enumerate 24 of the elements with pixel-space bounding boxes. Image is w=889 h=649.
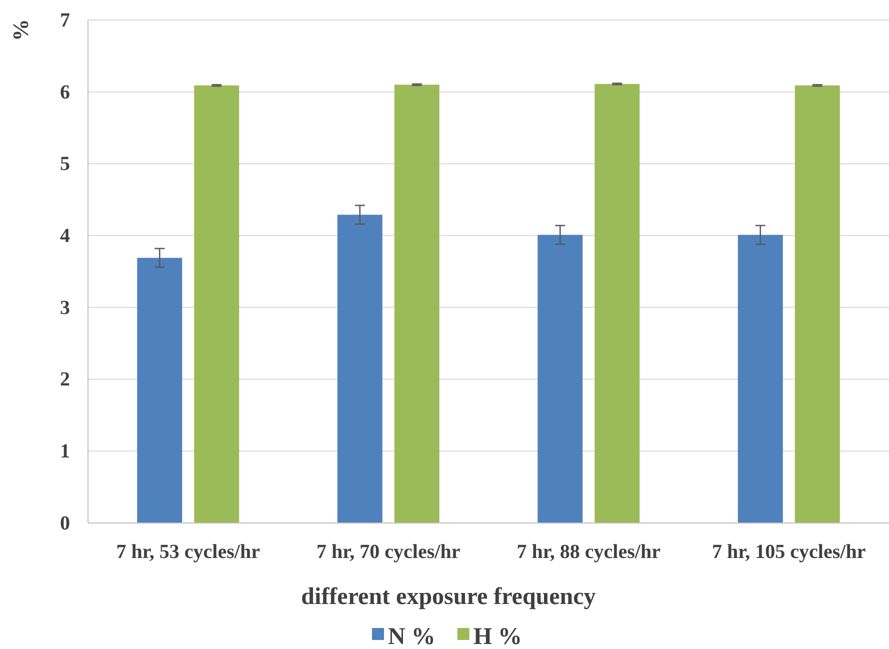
y-tick-label: 6	[60, 81, 70, 104]
y-tick-label: 5	[60, 153, 70, 176]
bar	[594, 84, 640, 523]
y-tick-label: 7	[60, 9, 70, 32]
bar	[794, 85, 840, 523]
bar	[337, 214, 382, 523]
y-tick-label: 0	[60, 512, 70, 534]
bar	[738, 234, 783, 523]
y-tick-label: 3	[60, 296, 70, 319]
y-tick-label: 2	[60, 368, 70, 391]
y-tick-label: 4	[60, 224, 70, 247]
legend-label: H %	[473, 624, 522, 649]
bar	[538, 234, 583, 523]
x-axis-title: different exposure frequency	[301, 584, 596, 610]
y-axis-title: %	[8, 19, 33, 41]
x-tick-label: 7 hr, 105 cycles/hr	[712, 541, 866, 563]
y-tick-label: 1	[60, 440, 70, 463]
legend-label: N %	[388, 624, 436, 649]
bar	[137, 258, 182, 523]
x-tick-label: 7 hr, 53 cycles/hr	[116, 541, 260, 563]
x-tick-label: 7 hr, 88 cycles/hr	[516, 541, 661, 563]
bar	[194, 85, 240, 523]
bar	[394, 84, 440, 523]
x-tick-label: 7 hr, 70 cycles/hr	[316, 541, 460, 563]
